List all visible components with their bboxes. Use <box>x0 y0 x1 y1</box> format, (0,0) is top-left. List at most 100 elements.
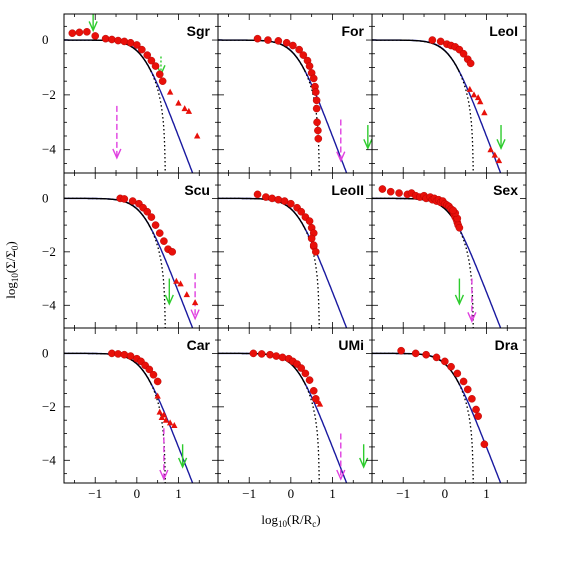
data-triangle <box>466 85 474 92</box>
data-point <box>295 45 303 54</box>
data-triangle <box>173 277 180 284</box>
data-point <box>411 349 420 358</box>
panel-label: Scu <box>184 182 210 198</box>
data-point <box>455 223 464 232</box>
arrow-green <box>363 125 373 151</box>
data-point <box>441 357 449 366</box>
panel-leoi: LeoI <box>371 13 527 174</box>
panel-umi: −1 0 1 UMi <box>217 327 373 501</box>
data-point <box>312 96 321 105</box>
panels-layer: 0 −2 −4 Sgr For LeoI 0 −2 −4 Scu LeoII Sex 0 −2 −4 −1 0 1… <box>42 13 527 501</box>
data-point <box>151 221 160 229</box>
data-point <box>272 352 281 360</box>
data-point <box>463 385 472 394</box>
data-triangle <box>166 419 174 426</box>
arrow-magenta <box>336 119 346 163</box>
arrow-green <box>88 14 98 33</box>
arrow-magenta <box>112 105 122 160</box>
data-triangle <box>154 392 161 399</box>
data-point <box>155 70 164 79</box>
data-point <box>147 213 156 221</box>
x-tick-label: 1 <box>329 486 336 501</box>
data-point <box>278 353 287 362</box>
data-point <box>158 77 167 85</box>
king-model-line <box>218 197 320 328</box>
data-point <box>160 237 168 245</box>
king-model-line <box>372 39 474 173</box>
arrow-green <box>359 444 369 469</box>
data-triangle <box>156 408 163 415</box>
data-point <box>108 35 116 44</box>
data-point <box>145 365 154 374</box>
x-tick-label: 0 <box>288 486 295 501</box>
x-axis-label: log10(R/Rc) <box>261 512 320 529</box>
data-triangle <box>193 132 201 139</box>
data-point <box>313 118 321 127</box>
data-point <box>432 353 441 362</box>
arrow-green <box>454 278 465 306</box>
data-point <box>133 41 141 49</box>
data-point <box>312 248 320 256</box>
king-core-line <box>64 352 152 385</box>
panel-label: Dra <box>495 337 519 353</box>
data-triangle <box>495 157 503 164</box>
data-point <box>268 194 276 203</box>
data-point <box>472 405 480 414</box>
data-point <box>453 369 462 378</box>
panel-sex: Sex <box>371 172 527 329</box>
y-tick-label: −4 <box>42 297 56 312</box>
data-point <box>138 45 146 54</box>
data-triangle <box>171 422 178 429</box>
data-point <box>114 350 122 358</box>
data-point <box>299 51 308 59</box>
data-triangle <box>160 411 168 418</box>
data-point <box>101 34 110 43</box>
data-point <box>314 134 323 143</box>
x-tick-label: −1 <box>396 486 410 501</box>
data-point <box>447 362 455 371</box>
data-point <box>253 34 262 43</box>
data-point <box>466 59 475 68</box>
y-tick-label: −2 <box>42 244 56 259</box>
data-point <box>75 28 84 37</box>
data-point <box>449 206 457 215</box>
data-triangle <box>191 299 199 306</box>
data-point <box>143 207 152 216</box>
data-point <box>397 346 405 355</box>
data-point <box>301 369 310 378</box>
plummer-model-line <box>64 352 194 483</box>
data-point <box>274 195 283 204</box>
data-point <box>83 28 91 36</box>
x-tick-label: 0 <box>442 486 449 501</box>
data-triangle <box>491 151 498 158</box>
arrow-green <box>496 125 506 151</box>
panel-label: Sgr <box>187 23 211 39</box>
data-point <box>312 104 321 113</box>
data-point <box>309 74 318 83</box>
data-point <box>309 387 318 395</box>
king-model-line <box>64 197 166 328</box>
panel-label: UMi <box>338 337 364 353</box>
king-core-line <box>372 39 460 72</box>
data-triangle <box>474 94 482 101</box>
king-core-line <box>64 197 152 230</box>
arrow-magenta <box>190 273 200 321</box>
data-triangle <box>162 416 170 423</box>
data-point <box>168 248 177 256</box>
data-point <box>309 241 318 249</box>
data-point <box>312 88 320 96</box>
arrow-green <box>164 278 174 306</box>
panel-car: 0 −2 −4 −1 0 1 Car <box>42 327 219 501</box>
data-triangle <box>166 88 174 95</box>
data-point <box>305 62 314 70</box>
y-axis-label: log10(Σ/Σ0) <box>3 241 20 299</box>
panel-dra: −1 0 1 Dra <box>371 327 527 501</box>
data-triangle <box>177 280 184 287</box>
data-point <box>305 376 314 384</box>
panel-label: LeoII <box>331 182 364 198</box>
data-point <box>266 350 274 359</box>
data-point <box>143 51 152 59</box>
data-point <box>480 440 489 449</box>
arrow-magenta <box>336 433 346 481</box>
